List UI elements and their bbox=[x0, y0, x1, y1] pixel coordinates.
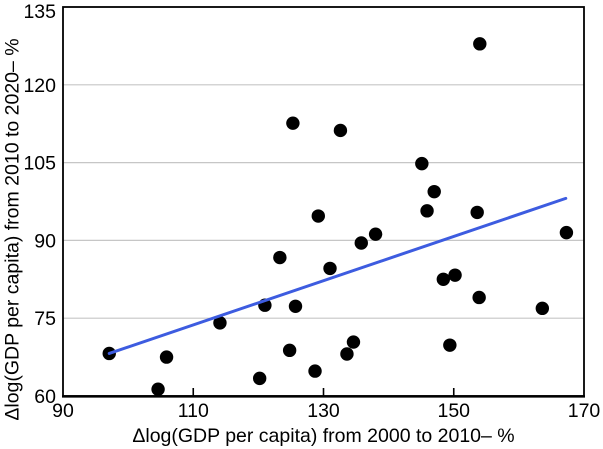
x-tick-label: 170 bbox=[568, 400, 601, 422]
plot-frame bbox=[62, 6, 585, 397]
data-point bbox=[415, 156, 429, 171]
data-point bbox=[470, 205, 484, 220]
data-point bbox=[252, 371, 267, 386]
data-point bbox=[354, 236, 368, 250]
data-point bbox=[286, 116, 300, 130]
data-point bbox=[213, 316, 227, 330]
y-tick-label: 120 bbox=[23, 75, 56, 97]
data-point bbox=[308, 364, 322, 378]
x-tick-label: 110 bbox=[178, 400, 209, 422]
trend-line bbox=[107, 196, 568, 355]
data-point bbox=[340, 347, 354, 361]
data-point bbox=[311, 209, 325, 223]
data-point bbox=[346, 335, 361, 349]
data-point bbox=[368, 227, 383, 241]
data-point bbox=[436, 272, 451, 286]
data-point bbox=[159, 350, 174, 364]
y-tick-label: 75 bbox=[34, 308, 56, 330]
y-tick-label: 135 bbox=[23, 1, 56, 23]
data-point bbox=[323, 261, 337, 276]
data-point bbox=[473, 37, 487, 51]
data-point bbox=[333, 123, 348, 138]
y-tick-label: 105 bbox=[23, 153, 56, 175]
data-point bbox=[282, 343, 297, 358]
data-point bbox=[273, 250, 287, 265]
data-point bbox=[427, 184, 441, 199]
y-tick-label: 90 bbox=[34, 230, 56, 252]
x-axis-title: Δlog(GDP per capita) from 2000 to 2010– … bbox=[132, 425, 515, 447]
x-tick-label: 130 bbox=[307, 400, 340, 422]
data-point bbox=[448, 268, 462, 282]
x-tick-label: 150 bbox=[437, 400, 470, 422]
y-axis-title: Δlog(GDP per capita) from 2010 to 2020– … bbox=[1, 38, 24, 421]
data-point bbox=[443, 338, 457, 352]
data-point bbox=[559, 225, 574, 240]
data-point bbox=[535, 301, 550, 316]
x-tick-label: 90 bbox=[52, 400, 74, 422]
data-point bbox=[288, 299, 303, 313]
data-point bbox=[472, 290, 486, 305]
data-point bbox=[151, 382, 165, 396]
data-point bbox=[420, 204, 434, 218]
y-tick-label: 60 bbox=[34, 386, 56, 408]
